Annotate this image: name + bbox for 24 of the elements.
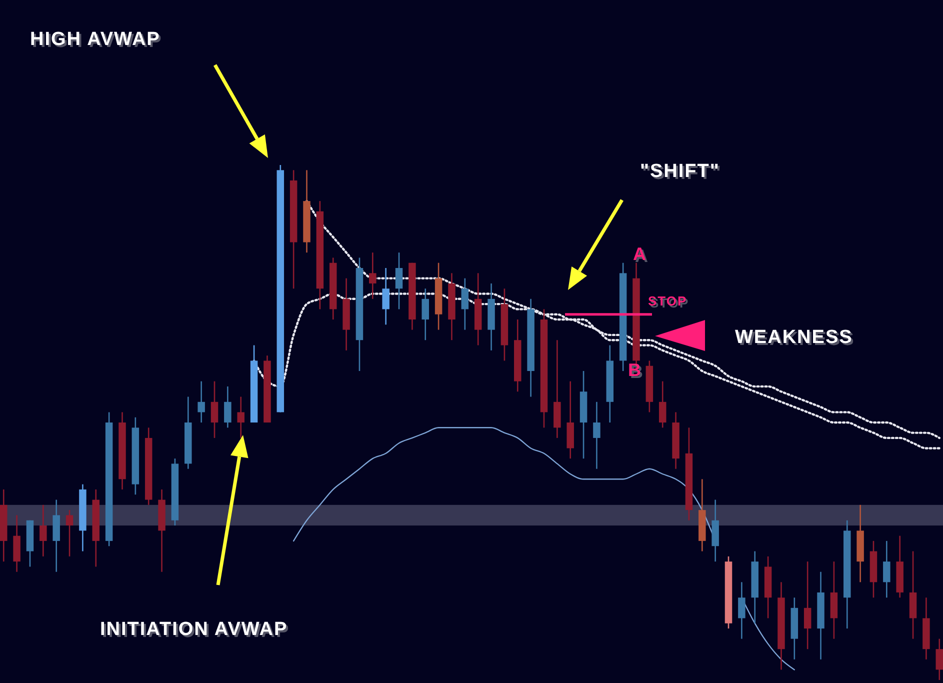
candlestick	[422, 288, 429, 341]
annotation: "SHIFT"	[640, 161, 720, 182]
ref-line-label: STOP	[648, 293, 688, 308]
candlestick	[40, 504, 47, 558]
candlestick	[395, 252, 403, 310]
candlestick	[382, 267, 390, 326]
candlestick	[369, 252, 376, 300]
candlestick	[461, 278, 469, 330]
candlestick	[883, 540, 890, 598]
annotation: B	[628, 360, 642, 380]
candlestick	[210, 380, 218, 439]
candlestick	[658, 380, 666, 428]
candlestick	[198, 380, 205, 424]
candlestick	[224, 386, 232, 428]
annotation: A	[633, 244, 647, 264]
candlestick	[66, 509, 74, 558]
annotation: WEAKNESS	[735, 327, 853, 348]
candlestick	[804, 560, 812, 650]
candlestick	[936, 638, 943, 681]
candlestick	[593, 401, 600, 470]
annotation: INITIATION AVWAP	[100, 619, 288, 640]
candlestick	[237, 396, 244, 439]
text: HIGH AVWAP	[30, 29, 160, 50]
candlestick	[738, 582, 746, 640]
